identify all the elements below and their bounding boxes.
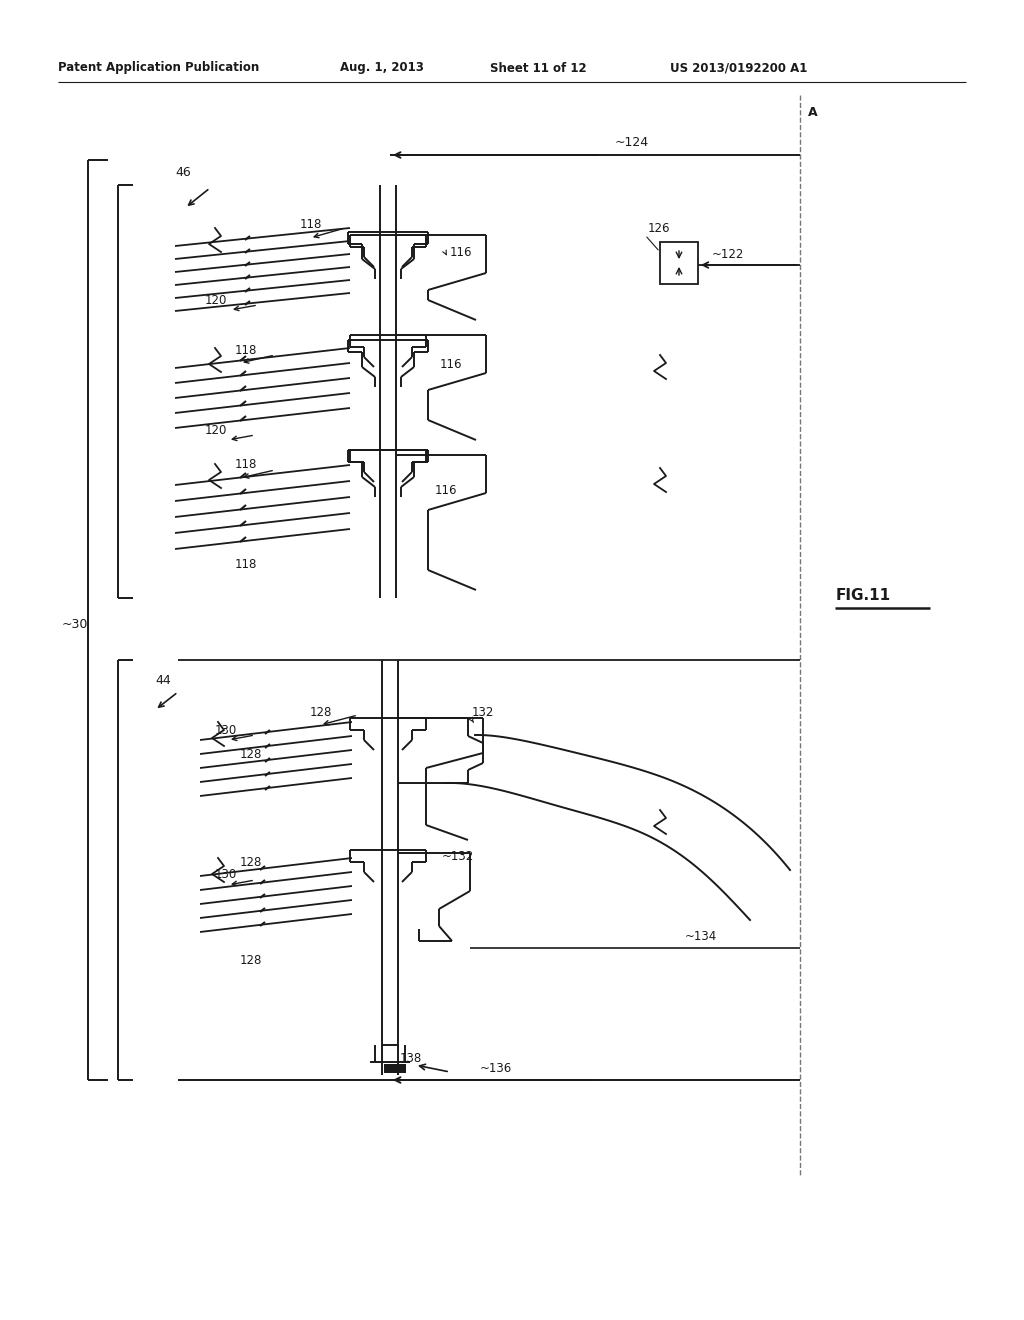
- Text: 126: 126: [648, 222, 671, 235]
- Bar: [660, 242, 698, 284]
- Text: FIG.11: FIG.11: [836, 587, 891, 602]
- Text: 118: 118: [300, 219, 323, 231]
- Text: Aug. 1, 2013: Aug. 1, 2013: [340, 62, 424, 74]
- Text: 130: 130: [215, 869, 238, 882]
- Text: 44: 44: [155, 673, 171, 686]
- Text: US 2013/0192200 A1: US 2013/0192200 A1: [670, 62, 807, 74]
- Text: 116: 116: [440, 359, 463, 371]
- Text: 116: 116: [435, 483, 458, 496]
- Text: ~134: ~134: [685, 929, 717, 942]
- Text: 116: 116: [450, 246, 472, 259]
- Text: 118: 118: [234, 343, 257, 356]
- Text: Sheet 11 of 12: Sheet 11 of 12: [490, 62, 587, 74]
- Text: 132: 132: [472, 705, 495, 718]
- Text: ~136: ~136: [480, 1061, 512, 1074]
- Text: 120: 120: [205, 293, 227, 306]
- Text: 120: 120: [205, 424, 227, 437]
- Text: 46: 46: [175, 166, 190, 180]
- Text: ~122: ~122: [712, 248, 744, 260]
- Text: 118: 118: [234, 558, 257, 572]
- Text: ~30: ~30: [62, 619, 88, 631]
- Text: 118: 118: [234, 458, 257, 471]
- Text: A: A: [808, 107, 817, 120]
- Text: ~132: ~132: [442, 850, 474, 863]
- Text: ~124: ~124: [615, 136, 649, 149]
- Text: Patent Application Publication: Patent Application Publication: [58, 62, 259, 74]
- Text: 128: 128: [310, 705, 333, 718]
- Text: 128: 128: [240, 953, 262, 966]
- Text: 130: 130: [215, 723, 238, 737]
- Text: 138: 138: [400, 1052, 422, 1064]
- Text: 128: 128: [240, 855, 262, 869]
- Text: 128: 128: [240, 748, 262, 762]
